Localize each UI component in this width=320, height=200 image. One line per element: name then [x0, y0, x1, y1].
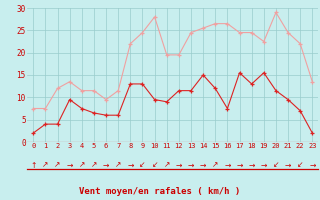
Text: →: → — [127, 160, 133, 170]
Text: ↗: ↗ — [115, 160, 121, 170]
Text: ↑: ↑ — [30, 160, 36, 170]
Text: ↗: ↗ — [42, 160, 49, 170]
Text: →: → — [260, 160, 267, 170]
Text: ↗: ↗ — [212, 160, 219, 170]
Text: →: → — [248, 160, 255, 170]
Text: ↙: ↙ — [297, 160, 303, 170]
Text: →: → — [67, 160, 73, 170]
Text: ↗: ↗ — [91, 160, 97, 170]
Text: →: → — [224, 160, 231, 170]
Text: ↗: ↗ — [54, 160, 61, 170]
Text: Vent moyen/en rafales ( km/h ): Vent moyen/en rafales ( km/h ) — [79, 188, 241, 196]
Text: ↗: ↗ — [79, 160, 85, 170]
Text: →: → — [188, 160, 194, 170]
Text: →: → — [285, 160, 291, 170]
Text: →: → — [309, 160, 316, 170]
Text: →: → — [236, 160, 243, 170]
Text: →: → — [103, 160, 109, 170]
Text: →: → — [200, 160, 206, 170]
Text: ↙: ↙ — [151, 160, 158, 170]
Text: ↙: ↙ — [273, 160, 279, 170]
Text: →: → — [176, 160, 182, 170]
Text: ↙: ↙ — [139, 160, 146, 170]
Text: ↗: ↗ — [164, 160, 170, 170]
